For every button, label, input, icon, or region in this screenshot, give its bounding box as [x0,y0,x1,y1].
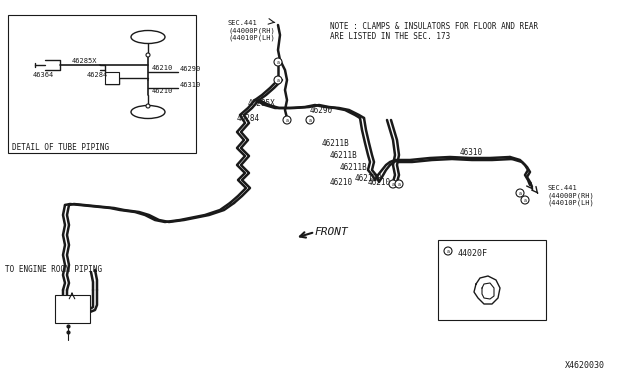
Circle shape [146,53,150,57]
Text: ARE LISTED IN THE SEC. 173: ARE LISTED IN THE SEC. 173 [330,32,451,41]
Text: FRONT: FRONT [315,227,349,237]
Text: 46210: 46210 [330,177,353,186]
Ellipse shape [131,106,165,119]
Circle shape [306,116,314,124]
Text: a: a [276,77,280,83]
Text: a: a [285,118,289,122]
Text: a: a [397,182,401,186]
Text: TO ENGINE ROOM PIPING: TO ENGINE ROOM PIPING [5,266,102,275]
Text: a: a [276,60,280,64]
Circle shape [516,189,524,197]
Text: 46211B: 46211B [340,163,368,171]
Text: 46310: 46310 [180,82,201,88]
Text: DETAIL OF TUBE PIPING: DETAIL OF TUBE PIPING [12,142,109,151]
Text: 46211B: 46211B [355,173,383,183]
Circle shape [274,58,282,66]
Text: 46285X: 46285X [248,99,276,108]
Bar [8,15,196,153]
Text: 46210: 46210 [152,88,173,94]
Text: 46310: 46310 [460,148,483,157]
Text: SEC.441
(44000P(RH)
(44010P(LH): SEC.441 (44000P(RH) (44010P(LH) [228,20,275,41]
Text: a: a [518,190,522,196]
Circle shape [395,180,403,188]
Text: a: a [447,248,449,253]
Circle shape [283,116,291,124]
Ellipse shape [131,31,165,44]
Text: 46290: 46290 [180,66,201,72]
Text: 46290: 46290 [310,106,333,115]
Bar [55,295,90,323]
Text: 46284: 46284 [87,72,108,78]
Text: 46211B: 46211B [330,151,358,160]
Circle shape [521,196,529,204]
Text: 44020F: 44020F [458,250,488,259]
Circle shape [274,76,282,84]
Text: a: a [524,198,527,202]
Text: NOTE : CLAMPS & INSULATORS FOR FLOOR AND REAR: NOTE : CLAMPS & INSULATORS FOR FLOOR AND… [330,22,538,31]
Text: 46210: 46210 [152,65,173,71]
Text: X4620030: X4620030 [565,360,605,369]
Text: a: a [308,118,312,122]
Text: a: a [392,182,394,186]
Bar [105,72,119,84]
Bar [438,240,546,320]
Circle shape [389,180,397,188]
Text: 46285X: 46285X [72,58,97,64]
Text: 46364: 46364 [33,72,54,78]
Circle shape [146,104,150,108]
Text: SEC.441
(44000P(RH)
(44010P(LH): SEC.441 (44000P(RH) (44010P(LH) [548,185,595,206]
Text: 46211B: 46211B [322,138,349,148]
Text: 46210: 46210 [368,177,391,186]
Circle shape [444,247,452,255]
Text: 46284: 46284 [237,113,260,122]
